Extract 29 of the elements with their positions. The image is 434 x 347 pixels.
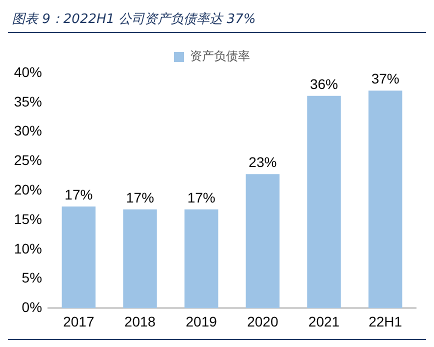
y-tick-label: 40% — [14, 64, 42, 80]
text: 23% — [248, 154, 277, 170]
y-tick-label: 10% — [14, 240, 42, 256]
x-tick-label: 2019 — [186, 313, 218, 330]
x-tick-label: 22H1 — [368, 313, 402, 330]
bar — [368, 90, 402, 308]
text: 36% — [310, 76, 338, 92]
bar — [307, 96, 341, 308]
text: 37% — [371, 70, 400, 86]
bar — [123, 209, 157, 308]
text: 17% — [187, 189, 216, 206]
legend-label: 资产负债率 — [190, 49, 250, 64]
y-tick-label: 35% — [14, 93, 42, 110]
y-tick-label: 30% — [14, 122, 42, 139]
chart-title: 图表 9：2022H1 公司资产负债率达 37% — [8, 8, 426, 33]
bar — [62, 206, 96, 308]
y-tick-label: 20% — [14, 181, 42, 198]
bar — [246, 174, 280, 308]
text: 17% — [64, 186, 93, 202]
y-tick-label: 15% — [14, 210, 42, 227]
x-tick-label: 2020 — [247, 313, 278, 330]
y-tick-label: 25% — [14, 152, 42, 168]
y-tick-label: 5% — [22, 270, 42, 286]
text: 17% — [126, 189, 154, 206]
bar — [184, 209, 218, 308]
y-tick-label: 0% — [22, 299, 42, 316]
x-tick-label: 2021 — [308, 313, 340, 330]
x-tick-label: 2017 — [63, 313, 94, 330]
x-tick-label: 2018 — [124, 313, 156, 330]
